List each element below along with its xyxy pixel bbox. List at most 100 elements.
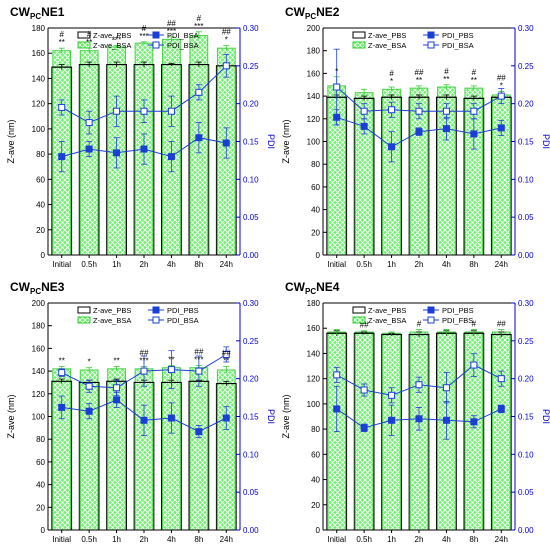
- bar-bsa: [134, 368, 154, 531]
- legend-marker-open: [427, 41, 435, 49]
- significance-top: #: [444, 67, 449, 76]
- pdi-point-open: [58, 103, 66, 111]
- legend-label: PDI_BSA: [167, 316, 199, 325]
- y2-tick-label: 0.15: [518, 138, 534, 147]
- pdi-point-open: [415, 107, 423, 115]
- y2-tick-label: 0.05: [243, 488, 259, 497]
- y2-tick-label: 0.25: [518, 62, 534, 71]
- legend-swatch-pbs: [352, 31, 366, 39]
- significance-top: ##: [222, 28, 231, 37]
- legend-swatch-pbs: [77, 31, 91, 39]
- significance-bottom: *: [88, 358, 91, 367]
- y-tick-label: 140: [307, 92, 321, 101]
- significance-bottom: **: [443, 75, 449, 84]
- legend-label: Z-ave_BSA: [93, 316, 131, 325]
- chart-ne4: CWPCNE4## # # ##0204060801001201401601800.0…: [281, 280, 550, 544]
- y-tick-label: 180: [307, 47, 321, 56]
- pdi-point-open: [360, 386, 368, 394]
- legend-swatch-pbs: [352, 306, 366, 314]
- pdi-point-filled: [113, 149, 121, 157]
- significance-bottom: ***: [194, 355, 203, 364]
- y2-axis-label: PDI: [541, 134, 550, 149]
- y2-tick-label: 0.10: [518, 450, 534, 459]
- y2-tick-label: 0.05: [518, 213, 534, 222]
- significance-bottom: #: [417, 319, 422, 328]
- pdi-point-filled: [140, 145, 148, 153]
- pdi-point-open: [167, 366, 175, 374]
- legend-label: PDI_PBS: [442, 306, 474, 315]
- legend-marker-filled: [152, 306, 160, 314]
- chart-title: CWPCNE4: [285, 280, 340, 296]
- x-tick-label: 2h: [140, 260, 149, 269]
- pdi-point-filled: [470, 418, 478, 426]
- y2-tick-label: 0.00: [518, 251, 534, 260]
- significance-top: #: [197, 14, 202, 23]
- y-tick-label: 60: [36, 458, 45, 467]
- legend-label: Z-ave_PBS: [368, 306, 406, 315]
- x-tick-label: 1h: [387, 260, 396, 269]
- y-axis-label: Z-ave (nm): [281, 119, 291, 163]
- y-axis-label: Z-ave (nm): [6, 394, 16, 438]
- y-tick-label: 40: [36, 481, 45, 490]
- y-tick-label: 120: [32, 100, 46, 109]
- y-tick-label: 0: [316, 251, 321, 260]
- pdi-point-filled: [415, 128, 423, 136]
- pdi-point-filled: [388, 416, 396, 424]
- chart-panel-ne2: CWPCNE2 * * # ** ## ** # ** # * ## 0 20 40 60 80 100 120 14…: [275, 0, 550, 274]
- legend-label: Z-ave_BSA: [368, 41, 406, 50]
- pdi-point-open: [113, 107, 121, 115]
- significance-top: #: [87, 30, 92, 39]
- pdi-point-filled: [360, 122, 368, 130]
- y2-tick-label: 0.25: [518, 337, 534, 346]
- significance-bottom: #: [472, 319, 477, 328]
- y2-tick-label: 0.15: [243, 413, 259, 422]
- y-tick-label: 140: [32, 367, 46, 376]
- y-tick-label: 60: [311, 183, 320, 192]
- y2-tick-label: 0.25: [243, 337, 259, 346]
- y-tick-label: 140: [307, 349, 321, 358]
- chart-ne3: CWPCNE3** * ** ***##** ***##**##020406080100…: [6, 280, 276, 544]
- pdi-point-open: [333, 371, 341, 379]
- pdi-point-open: [140, 107, 148, 115]
- y-tick-label: 0: [316, 526, 321, 535]
- y2-tick-label: 0.05: [243, 213, 259, 222]
- significance-top: ##: [222, 349, 231, 358]
- bar-bsa: [52, 368, 72, 531]
- y-tick-label: 100: [307, 400, 321, 409]
- y-tick-label: 20: [311, 228, 320, 237]
- chart-panel-ne4: CWPCNE4 ## # # ## 0 20 40 60 80 100 120 140 160 180 0.0…: [275, 275, 550, 549]
- x-tick-label: 4h: [442, 535, 451, 544]
- pdi-point-open: [222, 350, 230, 358]
- y-tick-label: 120: [307, 115, 321, 124]
- pdi-point-filled: [415, 415, 423, 423]
- chart-title: CWPCNE1: [10, 5, 65, 21]
- y-tick-label: 40: [311, 476, 320, 485]
- legend-marker-open: [427, 316, 435, 324]
- y-axis-label: Z-ave (nm): [6, 119, 16, 163]
- pdi-point-filled: [360, 424, 368, 432]
- legend-label: PDI_BSA: [167, 41, 199, 50]
- significance-bottom: **: [113, 357, 119, 366]
- pdi-point-filled: [195, 134, 203, 142]
- pdi-point-open: [167, 107, 175, 115]
- y-tick-label: 160: [32, 49, 46, 58]
- chart-title: CWPCNE3: [10, 280, 65, 296]
- legend-label: PDI_FBS: [442, 316, 473, 325]
- pdi-point-open: [58, 369, 66, 377]
- pdi-point-open: [470, 361, 478, 369]
- y-tick-label: 160: [307, 69, 321, 78]
- y-tick-label: 180: [32, 322, 46, 331]
- significance-bottom: ***: [112, 36, 121, 45]
- pdi-point-open: [195, 367, 203, 375]
- y2-tick-label: 0.30: [518, 299, 534, 308]
- pdi-point-filled: [388, 143, 396, 151]
- significance-bottom: **: [59, 38, 65, 47]
- significance-bottom: **: [223, 357, 229, 366]
- x-tick-label: 4h: [167, 535, 176, 544]
- y2-axis-label: PDI: [541, 409, 550, 424]
- legend-label: Z-ave_BSA: [93, 41, 131, 50]
- pdi-point-open: [85, 382, 93, 390]
- y-tick-label: 180: [307, 299, 321, 308]
- legend-swatch-bsa: [352, 41, 366, 49]
- legend-label: Z-ave_PBS: [93, 31, 131, 40]
